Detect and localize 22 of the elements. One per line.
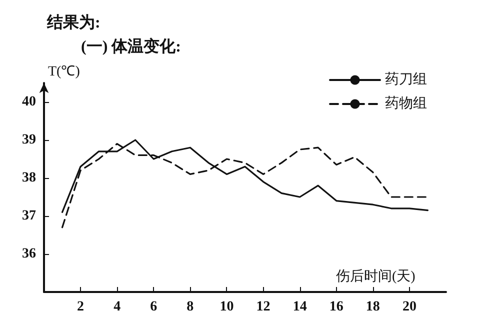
x-tick-label: 16 xyxy=(329,300,344,314)
x-tick-label: 8 xyxy=(186,300,194,314)
x-tick-label: 10 xyxy=(220,300,234,314)
chart-subtitle: (一) 体温变化: xyxy=(81,38,181,56)
legend-label: 药刀组 xyxy=(385,72,427,88)
line-series xyxy=(61,143,429,228)
x-tick-label: 12 xyxy=(256,300,270,314)
x-tick-label: 2 xyxy=(77,300,84,314)
y-tick-label: 39 xyxy=(22,132,36,148)
legend-label: 药物组 xyxy=(385,96,427,112)
y-tick-label: 38 xyxy=(22,170,36,186)
x-axis-title: 伤后时间(天) xyxy=(336,268,416,284)
x-tick-label: 6 xyxy=(150,300,158,314)
x-tick-label: 4 xyxy=(114,300,121,314)
x-tick-label: 20 xyxy=(402,300,416,314)
y-tick-label: 36 xyxy=(22,246,36,262)
x-tick-label: 14 xyxy=(292,300,307,314)
x-tick-label: 18 xyxy=(366,300,380,314)
y-axis-title: T(℃) xyxy=(48,64,80,80)
y-tick-label: 37 xyxy=(22,208,36,224)
y-tick-label: 40 xyxy=(22,94,36,110)
chart-title: 结果为: xyxy=(46,14,100,32)
